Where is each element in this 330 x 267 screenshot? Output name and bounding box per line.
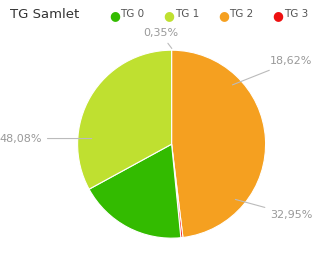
Text: 32,95%: 32,95% (235, 199, 313, 220)
Wedge shape (172, 50, 266, 237)
Wedge shape (172, 144, 183, 238)
Wedge shape (89, 144, 181, 238)
Text: TG Samlet: TG Samlet (10, 8, 79, 21)
Text: TG 2: TG 2 (229, 9, 253, 19)
Text: TG 3: TG 3 (284, 9, 308, 19)
Text: TG 0: TG 0 (120, 9, 145, 19)
Text: ●: ● (163, 9, 174, 22)
Text: TG 1: TG 1 (175, 9, 199, 19)
Text: ●: ● (272, 9, 283, 22)
Text: ●: ● (218, 9, 229, 22)
Wedge shape (78, 50, 172, 189)
Text: 0,35%: 0,35% (143, 28, 178, 48)
Text: 18,62%: 18,62% (232, 57, 313, 85)
Text: 48,08%: 48,08% (0, 134, 92, 144)
Text: ●: ● (109, 9, 120, 22)
